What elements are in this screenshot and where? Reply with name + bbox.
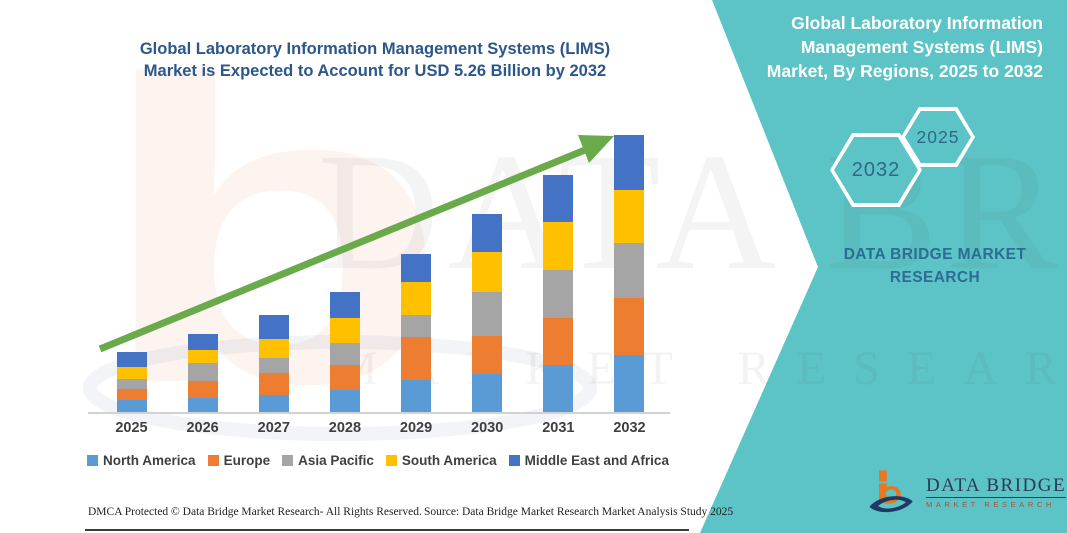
legend-item-north-america: North America — [87, 453, 196, 468]
x-axis-label-2031: 2031 — [542, 420, 575, 436]
hexagon-badge-2032-label: 2032 — [834, 137, 918, 203]
segment-2029-south-america — [401, 282, 432, 315]
hexagon-badge-2032: 2032 — [830, 133, 922, 207]
legend-swatch-icon — [385, 455, 397, 466]
segment-2032-south-america — [614, 190, 645, 243]
x-axis-label-2029: 2029 — [399, 420, 433, 436]
segment-2030-europe — [472, 336, 503, 374]
segment-2030-middle-east-and-africa — [472, 214, 503, 252]
segment-2030-asia-pacific — [472, 292, 503, 336]
legend-item-europe: Europe — [207, 453, 271, 468]
segment-2032-north-america — [614, 355, 645, 412]
bar-2031 — [543, 175, 574, 412]
logo-mark-icon — [869, 470, 913, 513]
segment-2031-asia-pacific — [543, 270, 574, 318]
bar-2027 — [258, 315, 289, 412]
legend-item-middle-east-and-africa: Middle East and Africa — [508, 453, 669, 468]
right-panel-title: Global Laboratory Information Management… — [713, 11, 1043, 83]
x-axis-label-2027: 2027 — [257, 420, 290, 436]
bar-2028 — [329, 292, 360, 412]
right-panel-brand-line-1: DATA BRIDGE MARKET — [843, 246, 1027, 263]
legend-label: Europe — [223, 453, 271, 468]
legend-swatch-icon — [207, 455, 219, 466]
legend-label: North America — [103, 453, 196, 468]
segment-2027-south-america — [258, 339, 289, 358]
segment-2032-middle-east-and-africa — [614, 135, 645, 190]
right-panel-title-line-3: Market, By Regions, 2025 to 2032 — [766, 61, 1043, 81]
right-panel-brand-line-2: RESEARCH — [889, 269, 981, 286]
chart-title-line-2: Market is Expected to Account for USD 5.… — [143, 62, 607, 80]
logo-text: DATA BRIDGE MARKET RESEARCH — [926, 474, 1067, 509]
logo-tagline: MARKET RESEARCH — [926, 496, 1067, 509]
legend-swatch-icon — [282, 455, 294, 466]
logo-name: DATA BRIDGE — [926, 474, 1067, 496]
segment-2029-asia-pacific — [401, 315, 432, 337]
x-axis-label-2028: 2028 — [328, 420, 362, 436]
data-bridge-logo: DATA BRIDGE MARKET RESEARCH — [866, 466, 1067, 518]
footer-source-text: Source: Data Bridge Market Research Mark… — [424, 506, 734, 518]
segment-2025-middle-east-and-africa — [116, 352, 147, 367]
segment-2028-europe — [329, 365, 360, 390]
segment-2028-north-america — [329, 390, 360, 412]
legend-swatch-icon — [508, 455, 520, 466]
legend-label: South America — [401, 453, 497, 468]
bar-2026 — [187, 334, 218, 412]
segment-2032-asia-pacific — [614, 243, 645, 298]
x-axis-line — [88, 412, 670, 414]
footer-dmca-text: DMCA Protected © Data Bridge Market Rese… — [88, 506, 422, 518]
legend-label: Middle East and Africa — [524, 453, 669, 468]
chart-title-line-1: Global Laboratory Information Management… — [139, 40, 611, 58]
legend-item-asia-pacific: Asia Pacific — [282, 453, 374, 468]
x-axis-label-2025: 2025 — [115, 420, 148, 436]
segment-2031-north-america — [543, 365, 574, 412]
bar-2030 — [472, 214, 503, 412]
right-panel-title-line-2: Management Systems (LIMS) — [800, 37, 1043, 57]
segment-2028-south-america — [329, 318, 360, 343]
legend-label: Asia Pacific — [298, 453, 374, 468]
hexagon-badge-2025: 2025 — [901, 107, 975, 167]
x-axis-label-2026: 2026 — [186, 420, 219, 436]
bottom-border-line — [85, 529, 689, 531]
plot-area: 2025 2026 2027 2028 2029 2030 2031 2032 — [88, 0, 670, 436]
x-axis-label-2032: 2032 — [613, 420, 646, 436]
segment-2025-europe — [116, 389, 147, 400]
legend: North America Europe Asia Pacific South Ame… — [78, 453, 678, 468]
segment-2031-middle-east-and-africa — [543, 175, 574, 222]
segment-2025-north-america — [116, 400, 147, 412]
segment-2026-north-america — [187, 398, 218, 412]
segment-2026-middle-east-and-africa — [187, 334, 218, 350]
right-panel-title-line-1: Global Laboratory Information — [791, 13, 1043, 33]
segment-2032-europe — [614, 298, 645, 355]
bar-2029 — [401, 254, 432, 412]
right-panel-brand-text: DATA BRIDGE MARKET RESEARCH — [820, 243, 1050, 289]
x-axis-label-2030: 2030 — [471, 420, 504, 436]
segment-2030-north-america — [472, 374, 503, 412]
segment-2028-middle-east-and-africa — [329, 292, 360, 318]
segment-2029-europe — [401, 337, 432, 380]
segment-2028-asia-pacific — [329, 343, 360, 365]
segment-2029-north-america — [401, 380, 432, 412]
segment-2026-asia-pacific — [187, 363, 218, 381]
segment-2030-south-america — [472, 252, 503, 292]
segment-2027-middle-east-and-africa — [258, 315, 289, 339]
segment-2027-europe — [258, 373, 289, 395]
bar-2025 — [116, 352, 147, 412]
segment-2027-north-america — [258, 395, 289, 412]
legend-item-south-america: South America — [385, 453, 497, 468]
chart-title: Global Laboratory Information Management… — [105, 38, 645, 82]
segment-2029-middle-east-and-africa — [401, 254, 432, 282]
segment-2031-south-america — [543, 222, 574, 270]
hexagon-badge-2025-label: 2025 — [905, 111, 971, 163]
bar-2032 — [614, 135, 645, 412]
segment-2025-south-america — [116, 367, 147, 379]
segment-2026-south-america — [187, 350, 218, 363]
segment-2031-europe — [543, 318, 574, 365]
segment-2027-asia-pacific — [258, 358, 289, 373]
segment-2026-europe — [187, 381, 218, 398]
segment-2025-asia-pacific — [116, 379, 147, 389]
legend-swatch-icon — [87, 455, 99, 466]
